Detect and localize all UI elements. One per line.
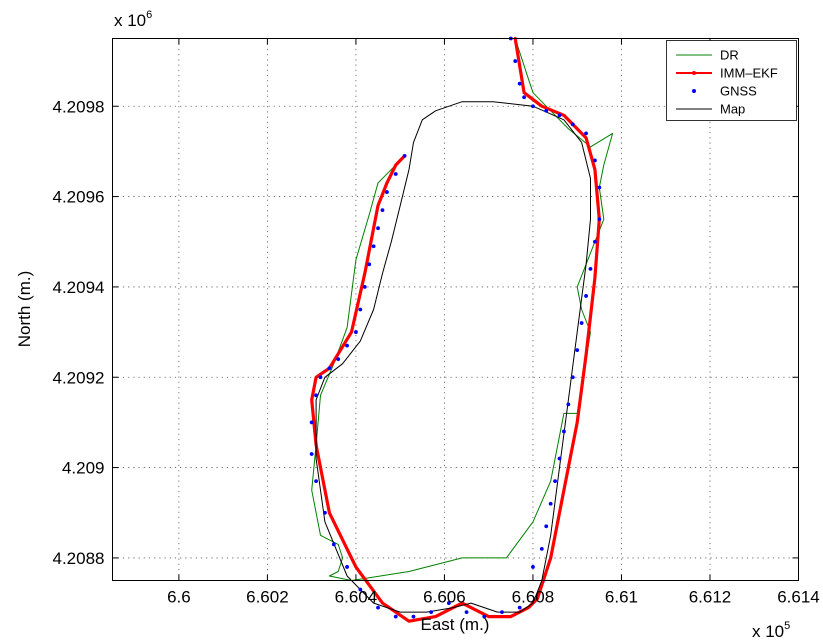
legend-entry-imm-ekf: IMM–EKF — [676, 66, 778, 81]
series-dr-line — [311, 38, 614, 581]
legend-label: Map — [720, 102, 745, 117]
legend-label: IMM–EKF — [720, 66, 778, 81]
gnss-point — [557, 456, 562, 461]
gnss-point — [393, 614, 398, 619]
x-tick-label: 6.602 — [246, 588, 289, 607]
legend-entry-map: Map — [676, 102, 745, 117]
gnss-point — [402, 154, 407, 158]
series-layer — [309, 36, 614, 623]
gnss-point — [566, 402, 571, 407]
x-tick-label: 6.606 — [423, 588, 466, 607]
y-tick-label: 4.209 — [62, 459, 105, 478]
plot-area-frame — [112, 38, 799, 581]
gnss-point — [385, 190, 389, 194]
y-tick-label: 4.2096 — [53, 188, 105, 207]
gnss-point — [575, 348, 580, 353]
gnss-point — [597, 217, 602, 222]
gnss-point — [544, 108, 549, 113]
gnss-point — [429, 610, 434, 615]
x-axis-label: East (m.) — [421, 615, 490, 634]
legend-marker — [692, 71, 696, 75]
gnss-point — [597, 185, 602, 190]
gnss-point — [411, 614, 416, 619]
gnss-point — [544, 524, 549, 529]
series-imm-ekf-line — [310, 36, 601, 623]
x-tick-label: 6.608 — [512, 588, 555, 607]
x-multiplier: x 105 — [752, 620, 790, 641]
gnss-point — [446, 601, 451, 605]
gnss-point — [500, 610, 504, 615]
y-tick-label: 4.2092 — [53, 368, 105, 387]
gnss-point — [570, 122, 575, 127]
gnss-point — [517, 605, 522, 610]
x-tick-label: 6.6 — [167, 588, 191, 607]
y-tick-label: 4.2098 — [53, 97, 105, 116]
y-axis-label: North (m.) — [15, 271, 34, 348]
gnss-point — [562, 429, 566, 434]
gnss-point — [345, 343, 349, 348]
x-tick-label: 6.61 — [605, 588, 638, 607]
axis-ticks: 6.6 6.602 6.604 6.606 6.608 6.61 6.612 6.614 4.2… — [53, 38, 820, 607]
legend-label: GNSS — [720, 84, 757, 99]
y-tick-label: 4.2094 — [53, 278, 105, 297]
gnss-point — [570, 375, 575, 380]
gnss-point — [358, 587, 363, 592]
gnss-point — [331, 542, 336, 547]
gnss-point — [584, 131, 588, 136]
gnss-point — [376, 605, 380, 610]
gnss-point — [531, 104, 535, 109]
gnss-point — [522, 95, 526, 100]
gnss-point — [464, 610, 469, 615]
gnss-point — [336, 357, 341, 362]
gnss-point — [393, 172, 398, 176]
gnss-point — [539, 546, 544, 551]
gnss-point — [309, 420, 314, 425]
series-map-line — [315, 101, 591, 613]
gnss-point — [345, 565, 349, 569]
gnss-point — [327, 366, 332, 371]
series-gnss — [309, 36, 602, 619]
gnss-point — [362, 285, 367, 289]
legend-marker — [692, 89, 696, 93]
gnss-point — [548, 501, 553, 506]
gnss-point — [553, 479, 557, 484]
gnss-point — [517, 81, 522, 86]
gnss-point — [380, 208, 385, 213]
gnss-point — [314, 393, 318, 398]
x-tick-label: 6.612 — [689, 588, 732, 607]
gnss-point — [584, 294, 588, 298]
x-tick-label: 6.614 — [777, 588, 820, 607]
gnss-point — [358, 307, 363, 312]
gnss-point — [323, 510, 327, 515]
legend: DR IMM–EKF GNSS Map — [666, 40, 797, 121]
gnss-point — [593, 239, 597, 244]
gnss-point — [513, 59, 518, 63]
legend-entry-gnss: GNSS — [692, 84, 757, 99]
x-tick-label: 6.604 — [335, 588, 378, 607]
gnss-point — [531, 565, 535, 569]
gnss-point — [371, 244, 376, 249]
legend-entry-dr: DR — [676, 48, 739, 63]
gnss-point — [557, 113, 562, 118]
gnss-point — [376, 226, 380, 231]
gnss-point — [314, 479, 318, 484]
gnss-point — [367, 262, 372, 267]
gnss-point — [354, 330, 358, 334]
gnss-point — [318, 375, 323, 380]
legend-box — [666, 40, 797, 121]
y-tick-label: 4.2088 — [53, 549, 105, 568]
gnss-point — [482, 614, 487, 619]
gnss-point — [579, 321, 584, 325]
legend-label: DR — [720, 48, 739, 63]
gnss-point — [588, 266, 593, 271]
gnss-point — [309, 452, 314, 456]
gnss-point — [593, 158, 597, 163]
y-multiplier: x 106 — [114, 9, 152, 30]
